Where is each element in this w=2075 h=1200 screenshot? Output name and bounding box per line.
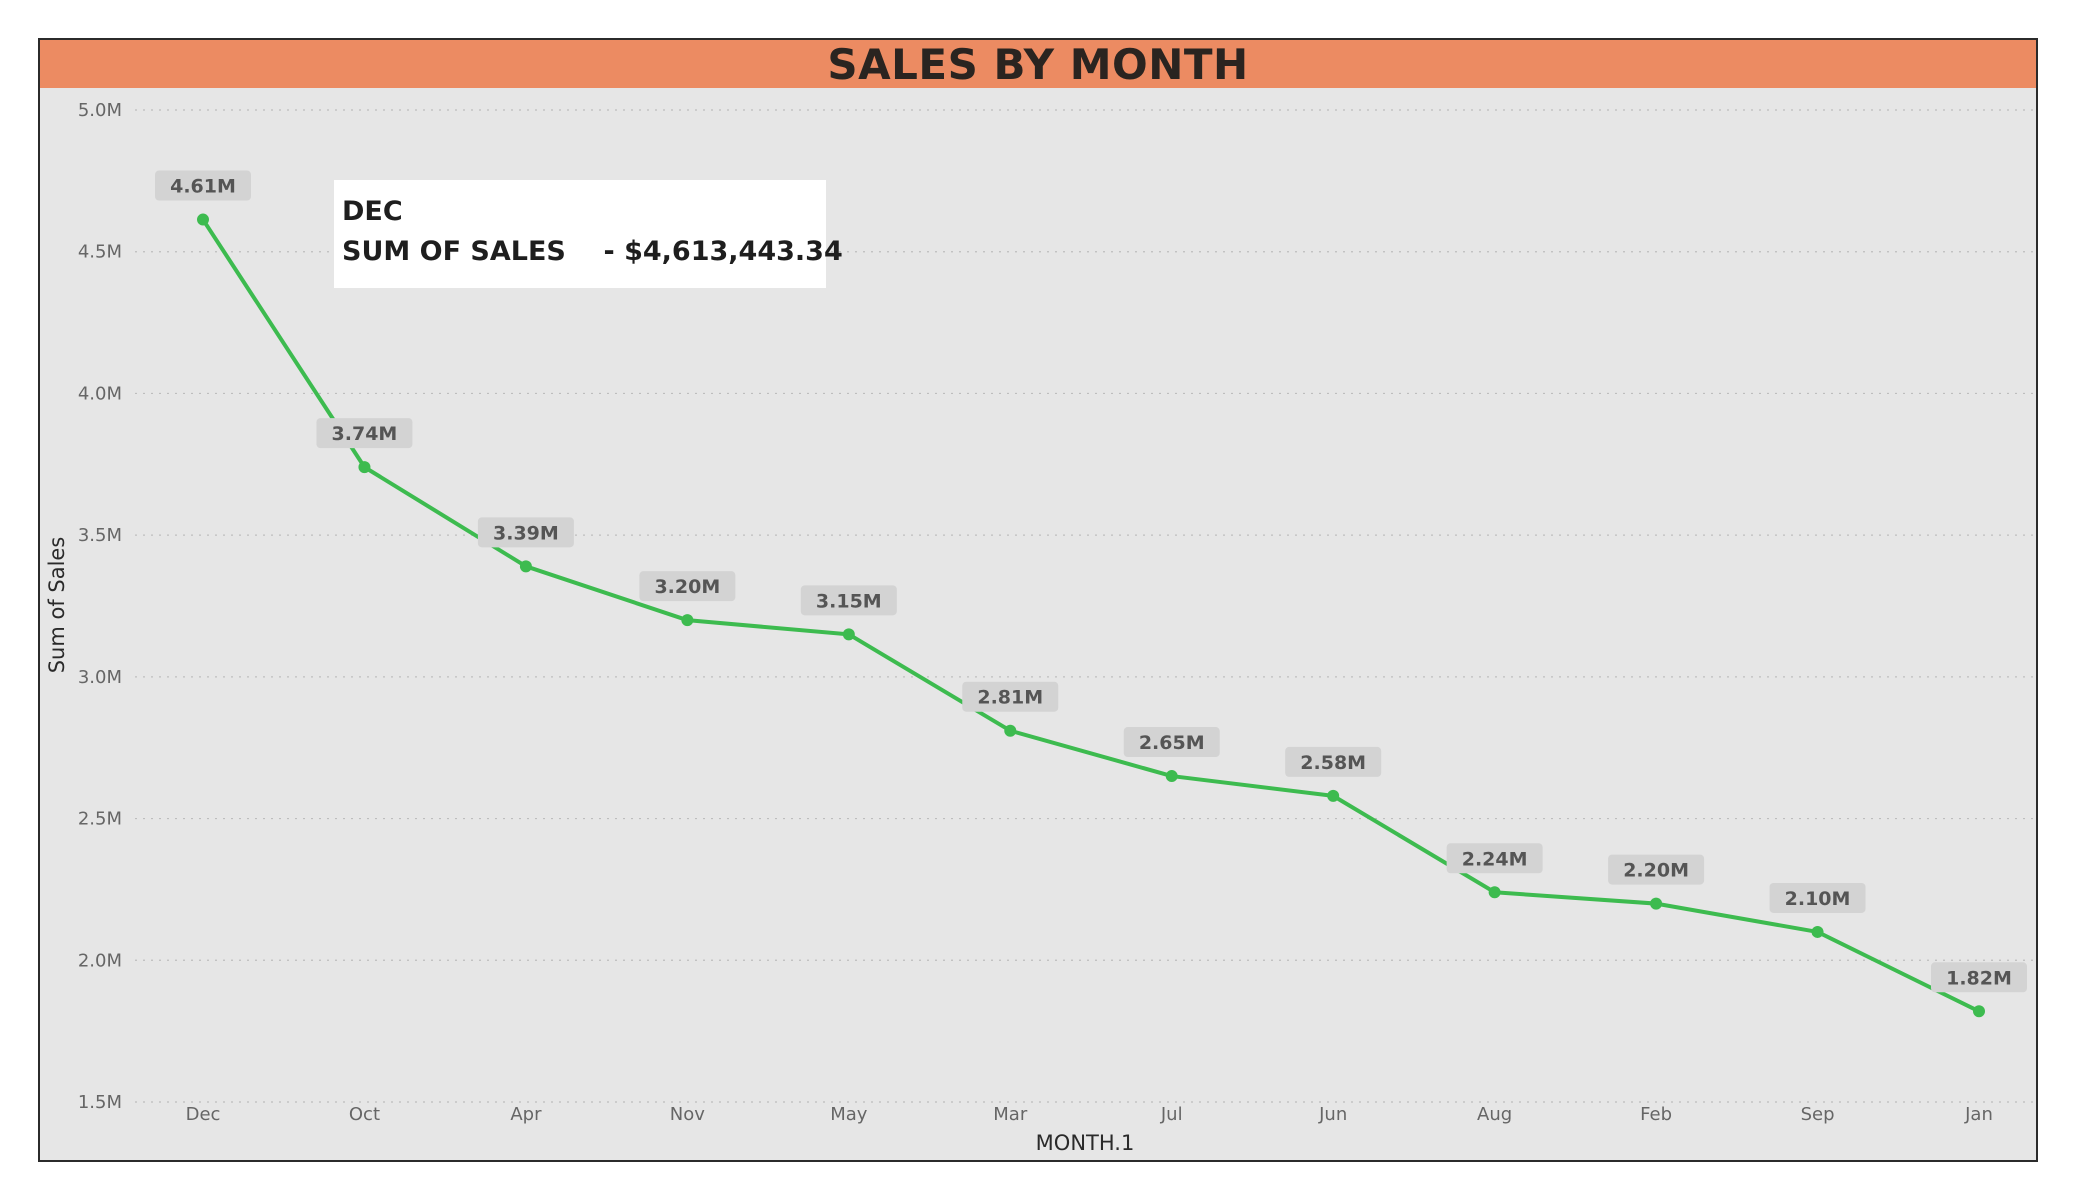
data-point[interactable]	[681, 614, 694, 627]
data-label: 2.24M	[1462, 848, 1528, 870]
x-tick-label: May	[830, 1104, 868, 1125]
data-label-background	[962, 681, 1059, 712]
y-axis-title: Sum of Sales	[45, 537, 69, 674]
y-axis-ticks: 1.5M 2.0M 2.5M 3.0M 3.5M 4.0M 4.5M 5.0M	[78, 100, 122, 1113]
data-point[interactable]	[519, 560, 532, 573]
chart-title: SALES BY MONTH	[827, 39, 1249, 89]
y-tick-label: 4.0M	[78, 383, 122, 404]
x-tick-label: Apr	[510, 1104, 542, 1125]
data-label: 2.65M	[1139, 732, 1205, 754]
data-point[interactable]	[1811, 925, 1824, 938]
data-point[interactable]	[1004, 724, 1017, 737]
y-tick-label: 1.5M	[78, 1092, 122, 1113]
data-label-background	[477, 517, 574, 548]
x-tick-label: Aug	[1477, 1104, 1512, 1125]
data-label: 4.61M	[170, 176, 236, 198]
data-label-background	[155, 170, 251, 201]
data-label-background	[1285, 746, 1382, 777]
x-tick-label: Dec	[186, 1104, 221, 1125]
x-axis-ticks: Dec Oct Apr Nov May Mar Jul Jun Aug Feb Sep Jan	[186, 1104, 1993, 1125]
x-tick-label: Sep	[1801, 1104, 1835, 1125]
plot-area: 1.5M 2.0M 2.5M 3.0M 3.5M 4.0M 4.5M 5.0M Dec Oct A…	[45, 100, 2035, 1155]
data-point[interactable]	[1327, 789, 1340, 802]
data-label-background	[1123, 727, 1220, 758]
x-axis-title: MONTH.1	[1036, 1131, 1135, 1155]
data-label: 3.20M	[654, 576, 720, 598]
data-label: 2.20M	[1623, 860, 1689, 882]
data-point[interactable]	[1488, 886, 1501, 899]
x-tick-label: Oct	[349, 1104, 380, 1125]
y-tick-label: 3.5M	[78, 525, 122, 546]
data-label-background	[639, 571, 736, 602]
title-banner: SALES BY MONTH	[40, 39, 2036, 89]
x-tick-label: Jul	[1160, 1104, 1183, 1125]
data-label-background	[1769, 882, 1866, 913]
y-tick-label: 2.5M	[78, 809, 122, 830]
data-point[interactable]	[1650, 897, 1663, 910]
tooltip-measure-row: SUM OF SALES - $4,613,443.34	[342, 232, 843, 272]
data-label-background	[1931, 962, 2027, 993]
y-tick-label: 4.5M	[78, 242, 122, 263]
data-label: 2.58M	[1300, 752, 1366, 774]
tooltip-month: DEC	[342, 196, 403, 227]
data-label: 1.82M	[1946, 967, 2012, 989]
x-tick-label: Mar	[993, 1104, 1028, 1125]
y-tick-label: 3.0M	[78, 667, 122, 688]
data-point[interactable]	[358, 461, 371, 474]
data-label-background	[316, 418, 413, 449]
data-labels: 4.61M 3.74M 3.39M 3.20M 3.15M 2.81M 2.65M 2.58M…	[155, 170, 2027, 993]
x-tick-label: Jun	[1318, 1104, 1347, 1125]
data-label: 2.81M	[977, 687, 1043, 709]
y-tick-label: 2.0M	[78, 950, 122, 971]
data-label-background	[1608, 854, 1705, 885]
x-tick-label: Feb	[1640, 1104, 1672, 1125]
data-label-background	[800, 585, 897, 616]
data-label-background	[1446, 843, 1543, 874]
tooltip-measure-label: SUM OF SALES	[342, 236, 566, 267]
tooltip-measure-value: - $4,613,443.34	[603, 236, 843, 267]
series-line-layer	[201, 218, 1980, 1014]
tooltip: DEC SUM OF SALES - $4,613,443.34	[334, 180, 843, 288]
data-points	[197, 213, 1985, 1018]
series-line	[201, 218, 1980, 1014]
data-point[interactable]	[1165, 770, 1178, 783]
data-label: 3.15M	[816, 590, 882, 612]
data-point[interactable]	[842, 628, 855, 641]
data-label: 2.10M	[1785, 888, 1851, 910]
x-tick-label: Nov	[670, 1104, 705, 1125]
data-point[interactable]	[197, 213, 209, 226]
x-tick-label: Jan	[1964, 1104, 1993, 1125]
chart-frame: 1.5M 2.0M 2.5M 3.0M 3.5M 4.0M 4.5M 5.0M Dec Oct A…	[38, 38, 2038, 1162]
data-label: 3.74M	[332, 423, 398, 445]
data-point[interactable]	[1973, 1005, 1985, 1018]
data-label: 3.39M	[493, 522, 559, 544]
y-tick-label: 5.0M	[78, 100, 122, 121]
